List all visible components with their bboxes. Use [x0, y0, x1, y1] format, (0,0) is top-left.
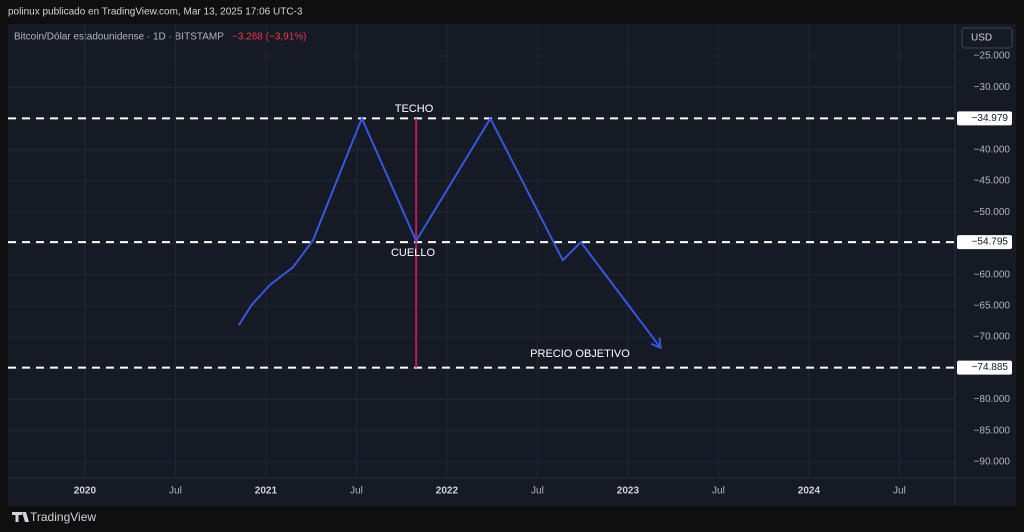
series-line [237, 115, 662, 349]
level-label: −54.795 [972, 237, 1009, 248]
y-tick-label: −25.000 [974, 51, 1011, 62]
y-tick-label: −70.000 [974, 332, 1011, 343]
x-tick-label: Jul [169, 486, 182, 497]
x-tick-label: 2020 [74, 486, 97, 497]
y-tick-label: −80.000 [974, 394, 1011, 405]
level-tag [957, 235, 1012, 250]
x-tick-label: Jul [531, 486, 544, 497]
y-tick-label: −50.000 [974, 207, 1011, 218]
x-tick-label: 2024 [798, 486, 821, 497]
y-tick-label: −30.000 [974, 82, 1011, 93]
chart-panel [8, 24, 1016, 506]
arrow-head [650, 337, 662, 350]
level-label: −74.885 [972, 362, 1009, 373]
logo [12, 512, 29, 522]
currency-button[interactable] [961, 27, 1013, 49]
y-tick-label: −60.000 [974, 269, 1011, 280]
price-change: −3.268 (−3,91%) [232, 32, 307, 43]
x-tick-label: Jul [712, 486, 725, 497]
annotation: PRECIO OBJETIVO [530, 348, 630, 360]
x-tick-label: Jul [893, 486, 906, 497]
annotation: TECHO [395, 103, 434, 115]
level-tag [957, 111, 1012, 126]
annotation: CUELLO [391, 247, 435, 259]
level-label: −34.979 [972, 113, 1009, 124]
x-tick-label: 2021 [255, 486, 278, 497]
y-tick-label: −45.000 [974, 176, 1011, 187]
currency[interactable]: USD [971, 33, 992, 44]
y-tick-label: −65.000 [974, 300, 1011, 311]
level-tag [957, 360, 1012, 375]
x-tick-label: 2023 [617, 486, 640, 497]
header: polinux publicado en TradingView.com, Ma… [8, 7, 303, 18]
y-tick-label: −90.000 [974, 457, 1011, 468]
footer: TradingView [30, 510, 96, 524]
y-tick-label: −40.000 [974, 144, 1011, 155]
x-tick-label: 2022 [436, 486, 459, 497]
symbol-title: Bitcoin/Dólar estadounidense · 1D · BITS… [14, 32, 224, 43]
y-tick-label: −85.000 [974, 425, 1011, 436]
x-tick-label: Jul [350, 486, 363, 497]
